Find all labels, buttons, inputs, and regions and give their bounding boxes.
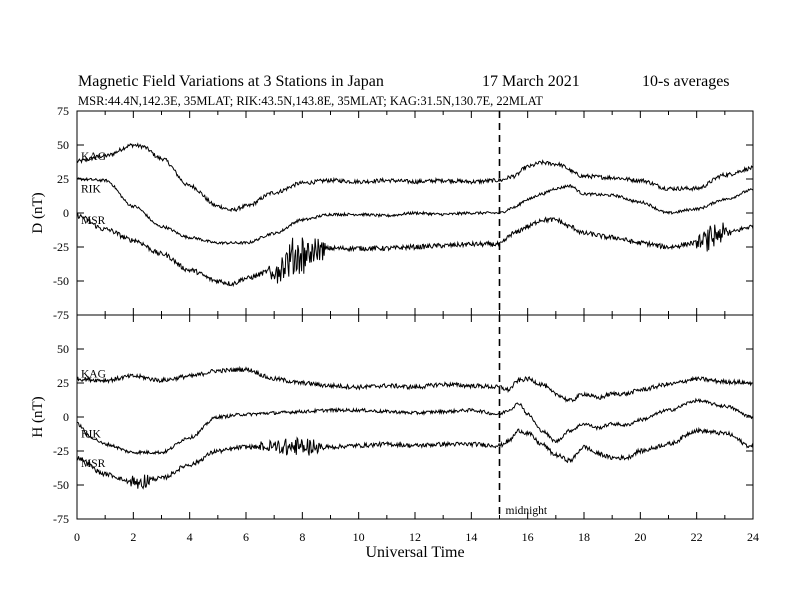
x-tick-label: 22 — [691, 530, 703, 544]
series-label-kag: KAG — [81, 151, 106, 163]
y-tick-label: 50 — [57, 342, 69, 356]
x-tick-label: 16 — [522, 530, 534, 544]
chart-averaging: 10-s averages — [642, 73, 730, 90]
chart-subtitle-stations: MSR:44.4N,142.3E, 35MLAT; RIK:43.5N,143.… — [78, 94, 543, 108]
midnight-label: midnight — [506, 505, 548, 517]
x-tick-label: 18 — [578, 530, 590, 544]
x-tick-label: 12 — [409, 530, 421, 544]
series-line-kag — [76, 142, 754, 213]
series-label-msr: MSR — [81, 458, 106, 470]
y-tick-label: 50 — [57, 138, 69, 152]
series-label-rik: RIK — [81, 428, 102, 440]
panel-frame — [76, 110, 754, 316]
series-line-kag — [76, 365, 754, 403]
y-tick-label: -75 — [53, 308, 69, 322]
y-tick-label: 25 — [57, 376, 69, 390]
y-tick-label: 0 — [63, 206, 69, 220]
x-axis-label: Universal Time — [365, 544, 464, 561]
x-tick-label: 20 — [634, 530, 646, 544]
y-axis-label: H (nT) — [30, 396, 46, 437]
x-tick-label: 0 — [74, 530, 80, 544]
y-tick-label: -75 — [53, 512, 69, 526]
x-tick-label: 10 — [353, 530, 365, 544]
series-line-rik — [76, 397, 754, 456]
y-axis-label: D (nT) — [30, 192, 46, 233]
x-tick-label: 14 — [465, 530, 477, 544]
x-tick-label: 24 — [747, 530, 759, 544]
y-tick-label: -50 — [53, 478, 69, 492]
series-line-msr — [76, 426, 754, 490]
series-line-msr — [76, 213, 754, 288]
chart-title: Magnetic Field Variations at 3 Stations … — [78, 73, 384, 90]
series-label-rik: RIK — [81, 184, 102, 196]
x-tick-label: 2 — [130, 530, 136, 544]
chart-date: 17 March 2021 — [482, 73, 580, 90]
x-tick-label: 8 — [299, 530, 305, 544]
series-label-kag: KAG — [81, 368, 106, 380]
y-tick-label: -25 — [53, 240, 69, 254]
y-tick-label: 25 — [57, 172, 69, 186]
panel-frame — [76, 314, 754, 520]
x-tick-label: 4 — [187, 530, 193, 544]
y-tick-label: 75 — [57, 104, 69, 118]
series-label-msr: MSR — [81, 215, 106, 227]
series-line-rik — [76, 176, 754, 246]
x-tick-label: 6 — [243, 530, 249, 544]
y-tick-label: -25 — [53, 444, 69, 458]
y-tick-label: -50 — [53, 274, 69, 288]
y-tick-label: 0 — [63, 410, 69, 424]
